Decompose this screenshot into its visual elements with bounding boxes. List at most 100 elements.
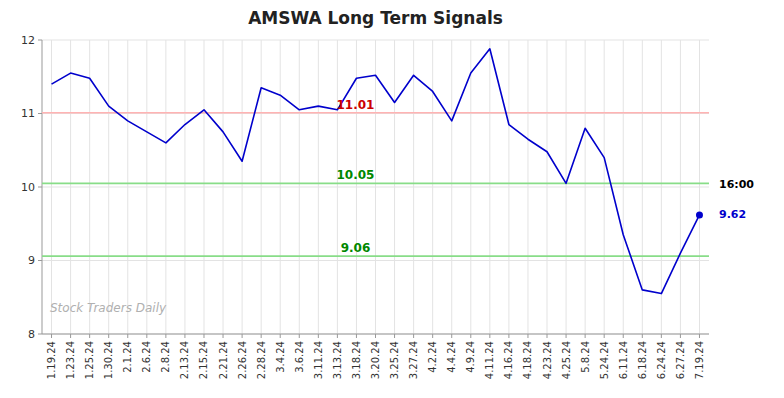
x-tick <box>318 334 319 338</box>
x-tick-label: 3.6.24 <box>294 341 305 373</box>
x-tick <box>680 334 681 338</box>
y-tick <box>38 260 42 261</box>
reference-line <box>42 255 709 257</box>
x-tick-label: 3.25.24 <box>389 341 400 379</box>
x-tick <box>661 334 662 338</box>
last-price-label: 9.62 <box>719 208 746 221</box>
x-tick-label: 4.2.24 <box>427 341 438 373</box>
x-tick <box>70 334 71 338</box>
y-tick-label: 10 <box>21 181 35 194</box>
x-tick-label: 7.19.24 <box>694 341 705 379</box>
x-tick-label: 5.24.24 <box>599 341 610 379</box>
reference-line <box>42 112 709 114</box>
background <box>0 0 784 398</box>
x-tick-label: 1.19.24 <box>46 341 57 379</box>
x-tick <box>547 334 548 338</box>
y-tick-label: 9 <box>28 254 35 267</box>
x-tick <box>604 334 605 338</box>
x-tick-label: 3.4.24 <box>275 341 286 373</box>
x-tick <box>89 334 90 338</box>
x-tick-label: 4.25.24 <box>561 341 572 379</box>
x-tick-label: 4.18.24 <box>522 341 533 379</box>
x-tick <box>280 334 281 338</box>
x-tick-label: 3.13.24 <box>332 341 343 379</box>
reference-line-label: 10.05 <box>337 168 375 182</box>
x-axis: 1.19.24 1.23.24 1.25.24 1.30.24 2.1.24 2.6.24… <box>46 334 705 379</box>
x-tick-label: 2.15.24 <box>198 341 209 379</box>
chart: 8 9 10 11 12 1.19.24 1.23.24 1.25.24 1.30.24 2.1.… <box>0 0 784 398</box>
x-tick-label: 1.23.24 <box>65 341 76 379</box>
x-tick <box>299 334 300 338</box>
grid <box>42 40 709 334</box>
x-tick-label: 4.23.24 <box>542 341 553 379</box>
x-tick <box>261 334 262 338</box>
y-tick <box>38 40 42 41</box>
plot-area <box>42 49 709 294</box>
y-tick <box>38 113 42 114</box>
x-tick <box>566 334 567 338</box>
x-tick <box>165 334 166 338</box>
x-tick-label: 2.8.24 <box>160 341 171 373</box>
x-tick-label: 3.18.24 <box>351 341 362 379</box>
x-tick <box>432 334 433 338</box>
x-tick-label: 3.20.24 <box>370 341 381 379</box>
x-tick-label: 2.28.24 <box>256 341 267 379</box>
x-tick-label: 2.26.24 <box>237 341 248 379</box>
x-tick <box>527 334 528 338</box>
y-grid-line <box>42 260 709 261</box>
x-tick-label: 2.13.24 <box>179 341 190 379</box>
x-tick-label: 2.6.24 <box>141 341 152 373</box>
last-point <box>696 211 703 218</box>
reference-line-label: 11.01 <box>337 98 375 112</box>
x-tick <box>470 334 471 338</box>
y-tick <box>38 187 42 188</box>
x-tick <box>108 334 109 338</box>
x-tick <box>413 334 414 338</box>
x-tick <box>203 334 204 338</box>
x-tick <box>127 334 128 338</box>
last-time-label: 16:00 <box>719 178 754 191</box>
x-tick-label: 6.11.24 <box>618 341 629 379</box>
x-tick <box>375 334 376 338</box>
x-tick <box>337 334 338 338</box>
x-tick <box>451 334 452 338</box>
x-tick <box>184 334 185 338</box>
x-tick-label: 1.25.24 <box>84 341 95 379</box>
x-tick <box>356 334 357 338</box>
x-tick <box>699 334 700 338</box>
x-tick <box>51 334 52 338</box>
x-tick-label: 4.11.24 <box>484 341 495 379</box>
x-tick-label: 3.27.24 <box>408 341 419 379</box>
x-tick <box>489 334 490 338</box>
x-tick <box>242 334 243 338</box>
y-tick-label: 12 <box>21 34 35 47</box>
reference-line <box>42 183 709 185</box>
price-line <box>52 49 700 294</box>
x-tick <box>508 334 509 338</box>
y-grid-line <box>42 40 709 41</box>
x-tick-label: 4.9.24 <box>465 341 476 373</box>
x-tick-label: 6.24.24 <box>656 341 667 379</box>
x-tick-label: 3.11.24 <box>313 341 324 379</box>
x-tick-label: 5.8.24 <box>580 341 591 373</box>
x-tick-label: 1.30.24 <box>103 341 114 379</box>
reference-line-label: 9.06 <box>341 241 371 255</box>
watermark: Stock Traders Daily <box>50 301 167 315</box>
x-tick-label: 2.21.24 <box>218 341 229 379</box>
x-tick <box>585 334 586 338</box>
y-grid-line <box>42 187 709 188</box>
x-tick <box>642 334 643 338</box>
x-tick-label: 6.18.24 <box>637 341 648 379</box>
x-tick-label: 6.27.24 <box>675 341 686 379</box>
x-tick <box>623 334 624 338</box>
y-grid-line <box>42 113 709 114</box>
y-tick-label: 11 <box>21 107 35 120</box>
x-tick <box>394 334 395 338</box>
x-tick <box>223 334 224 338</box>
x-tick-label: 4.4.24 <box>446 341 457 373</box>
x-tick-label: 4.16.24 <box>503 341 514 379</box>
x-tick <box>146 334 147 338</box>
y-tick-label: 8 <box>28 328 35 341</box>
x-tick-label: 2.1.24 <box>122 341 133 373</box>
title: AMSWA Long Term Signals <box>248 8 503 28</box>
